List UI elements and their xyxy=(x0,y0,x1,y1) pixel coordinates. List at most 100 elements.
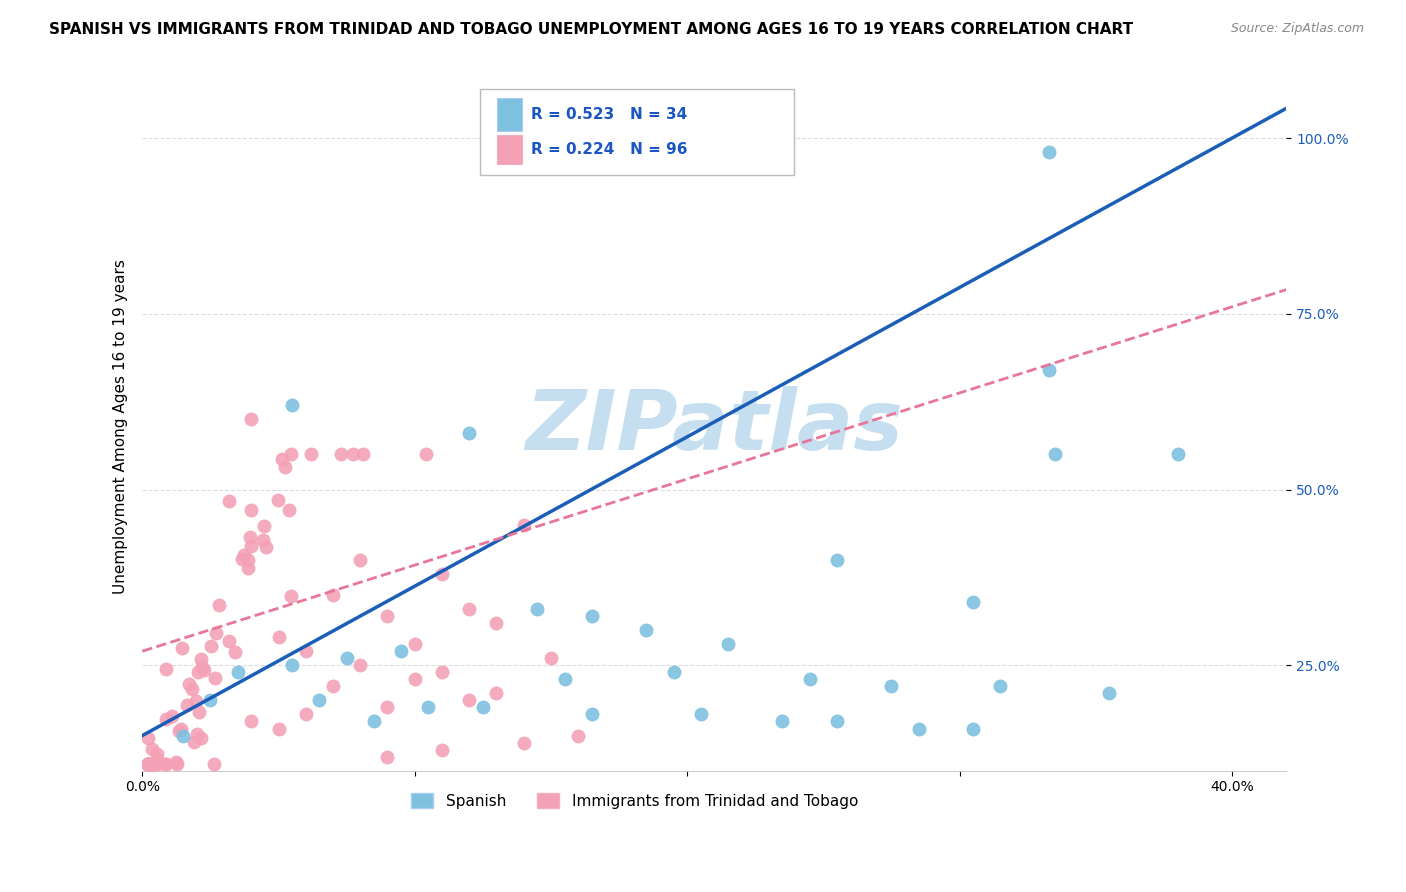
Point xyxy=(1098,686,1121,700)
Point xyxy=(146,747,169,761)
Text: R = 0.224   N = 96: R = 0.224 N = 96 xyxy=(531,142,688,157)
Point xyxy=(274,460,297,475)
Point xyxy=(240,539,263,553)
Point xyxy=(1043,447,1066,461)
Point xyxy=(278,503,301,517)
Point xyxy=(141,756,163,771)
Point xyxy=(190,731,212,745)
Point xyxy=(322,588,344,602)
Point xyxy=(254,540,277,554)
Point xyxy=(349,658,371,673)
FancyBboxPatch shape xyxy=(479,89,794,175)
Point xyxy=(554,673,576,687)
Y-axis label: Unemployment Among Ages 16 to 19 years: Unemployment Among Ages 16 to 19 years xyxy=(114,259,128,594)
Point xyxy=(136,756,159,771)
Point xyxy=(233,548,256,562)
Point xyxy=(1038,363,1060,377)
Point xyxy=(526,602,548,616)
Point xyxy=(141,742,163,756)
Point xyxy=(280,447,302,461)
Point xyxy=(880,679,903,693)
Point xyxy=(322,679,344,693)
Point xyxy=(581,707,603,722)
Point xyxy=(329,447,352,461)
Point xyxy=(143,756,166,771)
Point xyxy=(155,756,177,771)
Point xyxy=(153,756,176,771)
Point xyxy=(136,756,159,771)
Point xyxy=(139,756,162,771)
Point xyxy=(167,723,190,738)
Point xyxy=(377,700,399,714)
Point xyxy=(155,712,177,726)
Point xyxy=(177,677,200,691)
Point xyxy=(458,426,481,441)
Point xyxy=(136,756,159,771)
Point xyxy=(200,639,222,653)
Point xyxy=(239,530,262,544)
Point xyxy=(430,665,453,680)
Point xyxy=(267,492,290,507)
Point xyxy=(294,644,316,658)
Point xyxy=(252,519,274,533)
Point xyxy=(825,714,848,729)
Point xyxy=(252,533,274,547)
Point xyxy=(377,749,399,764)
Point xyxy=(186,727,208,741)
Point xyxy=(471,700,494,714)
Point xyxy=(204,626,226,640)
Point xyxy=(165,755,187,769)
Point xyxy=(389,644,412,658)
Point xyxy=(363,714,385,729)
Point xyxy=(271,452,294,467)
Point xyxy=(162,708,184,723)
Point xyxy=(240,503,263,517)
Point xyxy=(636,623,658,637)
Point xyxy=(218,493,240,508)
Point xyxy=(772,714,794,729)
Point xyxy=(458,693,481,707)
Point xyxy=(208,598,231,612)
Point xyxy=(190,660,212,674)
Point xyxy=(962,722,984,736)
Point xyxy=(281,658,304,673)
Point xyxy=(142,756,165,771)
FancyBboxPatch shape xyxy=(496,135,522,163)
Point xyxy=(485,616,508,631)
Point xyxy=(308,693,330,707)
Point xyxy=(415,447,437,461)
Point xyxy=(825,553,848,567)
Point xyxy=(267,722,290,736)
Point xyxy=(181,682,204,697)
Point xyxy=(377,609,399,624)
Point xyxy=(430,742,453,756)
Point xyxy=(183,734,205,748)
Point xyxy=(962,595,984,609)
Legend: Spanish, Immigrants from Trinidad and Tobago: Spanish, Immigrants from Trinidad and To… xyxy=(405,787,865,814)
Text: R = 0.523   N = 34: R = 0.523 N = 34 xyxy=(531,107,688,122)
Point xyxy=(136,756,159,771)
Point xyxy=(188,705,211,719)
Point xyxy=(136,756,159,771)
Point xyxy=(689,707,711,722)
Text: ZIPatlas: ZIPatlas xyxy=(526,386,903,467)
Point xyxy=(136,756,159,771)
Point xyxy=(224,645,246,659)
Point xyxy=(170,723,193,737)
Point xyxy=(238,561,260,575)
Point xyxy=(280,589,302,603)
Point xyxy=(1166,447,1188,461)
Point xyxy=(218,634,240,648)
Point xyxy=(799,673,821,687)
Point xyxy=(240,714,263,729)
Point xyxy=(717,637,740,651)
Point xyxy=(142,756,165,771)
Point xyxy=(166,756,188,771)
Text: SPANISH VS IMMIGRANTS FROM TRINIDAD AND TOBAGO UNEMPLOYMENT AMONG AGES 16 TO 19 : SPANISH VS IMMIGRANTS FROM TRINIDAD AND … xyxy=(49,22,1133,37)
Point xyxy=(567,729,589,743)
Point xyxy=(352,447,374,461)
Point xyxy=(200,693,222,707)
Point xyxy=(430,566,453,581)
Point xyxy=(458,602,481,616)
Point xyxy=(155,661,177,675)
